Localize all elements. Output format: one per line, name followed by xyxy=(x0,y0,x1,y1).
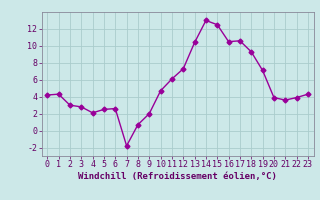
X-axis label: Windchill (Refroidissement éolien,°C): Windchill (Refroidissement éolien,°C) xyxy=(78,172,277,181)
